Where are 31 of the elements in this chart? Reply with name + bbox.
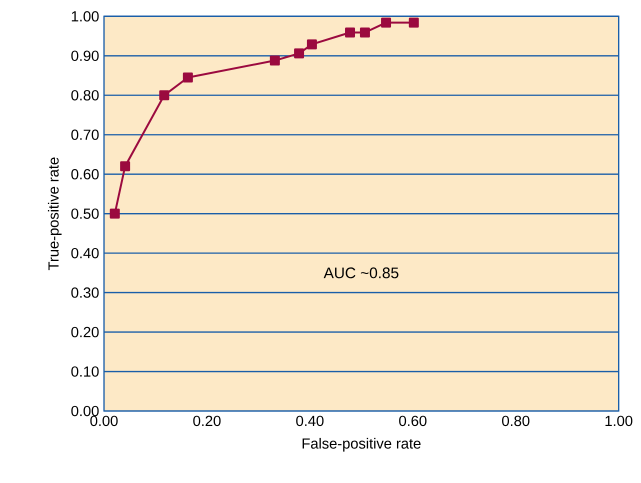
y-tick-label: 0.30	[71, 287, 99, 298]
point	[110, 208, 120, 219]
y-tick-label: 0.90	[71, 50, 99, 61]
y-tick-label: 0.70	[71, 130, 99, 140]
point	[270, 56, 280, 66]
x-tick-label: 0.40	[296, 416, 324, 426]
y-tick-label: 0.10	[71, 366, 99, 377]
x-tick-label: 0.00	[90, 416, 118, 426]
y-tick-label: 0.20	[71, 326, 99, 338]
point	[182, 72, 193, 83]
y-tick-label: 0.80	[71, 90, 99, 100]
x-tick-label: 0.20	[193, 416, 221, 426]
point	[381, 18, 392, 28]
x-tick-label: 0.60	[399, 416, 426, 426]
point	[159, 90, 170, 100]
annotation: AUC ~0.85	[324, 267, 398, 278]
x-axis-title: False-positive rate	[302, 438, 421, 452]
y-tick-label: 1.00	[72, 11, 99, 22]
y-tick-label: 0.60	[71, 169, 99, 180]
point	[345, 28, 356, 38]
point	[120, 161, 130, 172]
point	[408, 18, 419, 28]
y-axis-title: True-positive rate	[48, 158, 62, 270]
y-tick-label: 0.00	[71, 406, 99, 416]
point	[294, 48, 304, 58]
y-tick-label: 0.40	[71, 248, 99, 258]
y-tick-label: 0.50	[71, 208, 99, 219]
x-tick-label: 0.80	[502, 416, 530, 426]
point	[306, 39, 317, 50]
point	[360, 28, 370, 38]
x-tick-label: 1.00	[606, 416, 632, 426]
